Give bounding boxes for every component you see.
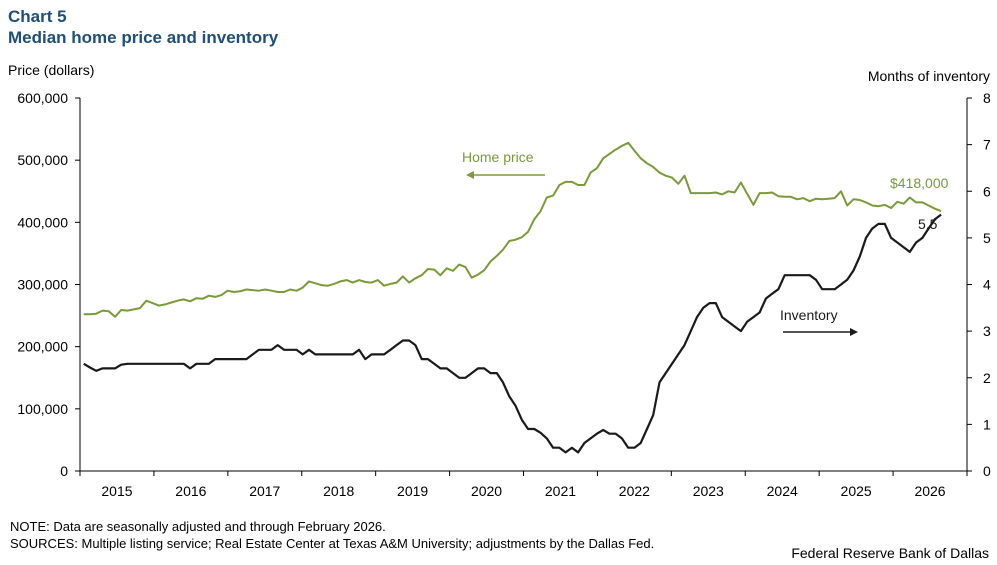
note-text: NOTE: Data are seasonally adjusted and t…: [10, 519, 386, 534]
x-tick-label: 2020: [471, 483, 502, 499]
x-tick-label: 2016: [175, 483, 206, 499]
home-price-end-label: $418,000: [890, 175, 949, 191]
inventory-line: [83, 213, 942, 454]
x-tick-label: 2015: [101, 483, 132, 499]
inventory-arrow-head: [850, 328, 858, 336]
left-tick-label: 500,000: [17, 152, 68, 168]
right-tick-label: 3: [983, 323, 991, 339]
right-tick-label: 5: [983, 230, 991, 246]
right-tick-label: 2: [983, 370, 991, 386]
chart-title: Median home price and inventory: [8, 28, 279, 47]
home-price-label: Home price: [462, 149, 534, 165]
right-tick-label: 7: [983, 137, 991, 153]
right-tick-label: 4: [983, 277, 991, 293]
x-tick-label: 2021: [545, 483, 576, 499]
sources-text: SOURCES: Multiple listing service; Real …: [10, 536, 655, 551]
right-axis-label: Months of inventory: [868, 68, 990, 84]
chart-number: Chart 5: [8, 7, 67, 26]
inventory-end-label: 5.5: [918, 216, 938, 232]
right-tick-label: 6: [983, 183, 991, 199]
left-tick-label: 600,000: [17, 90, 68, 106]
left-tick-label: 400,000: [17, 214, 68, 230]
home-price-arrow-head: [466, 171, 474, 179]
x-tick-label: 2023: [693, 483, 724, 499]
right-tick-label: 1: [983, 416, 991, 432]
x-tick-label: 2026: [914, 483, 945, 499]
left-tick-label: 200,000: [17, 339, 68, 355]
left-tick-label: 300,000: [17, 277, 68, 293]
left-tick-label: 0: [60, 463, 68, 479]
left-axis-label: Price (dollars): [8, 62, 94, 78]
x-tick-label: 2024: [767, 483, 798, 499]
inventory-label: Inventory: [780, 307, 838, 323]
home-price-line: [83, 141, 942, 318]
x-tick-label: 2025: [841, 483, 872, 499]
right-tick-label: 0: [983, 463, 991, 479]
x-tick-label: 2018: [323, 483, 354, 499]
left-tick-label: 100,000: [17, 401, 68, 417]
credit-text: Federal Reserve Bank of Dallas: [791, 545, 989, 561]
x-tick-label: 2019: [397, 483, 428, 499]
x-tick-label: 2017: [249, 483, 280, 499]
x-tick-label: 2022: [619, 483, 650, 499]
right-tick-label: 8: [983, 90, 991, 106]
